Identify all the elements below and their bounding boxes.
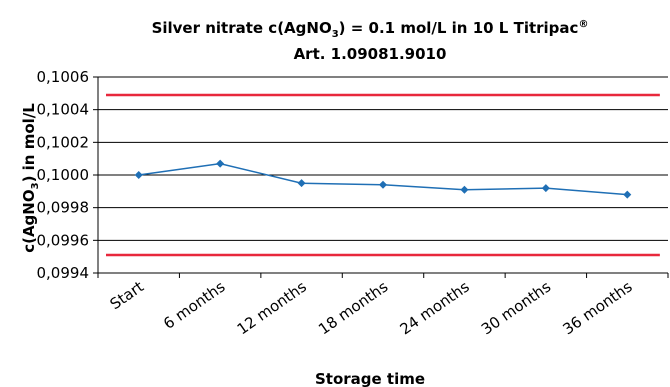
y-tick-label: 0,0996	[37, 231, 90, 249]
y-tick-label: 0,0994	[37, 264, 90, 282]
data-point	[379, 180, 387, 189]
series-line	[138, 162, 628, 196]
data-point	[460, 185, 469, 194]
y-tick-label: 0,1002	[37, 133, 90, 151]
x-tick-label: 12 months	[234, 277, 310, 338]
y-tick-label: 0,1004	[37, 101, 90, 119]
data-point	[623, 190, 632, 199]
x-tick-label: 18 months	[315, 277, 391, 338]
data-point	[297, 179, 306, 188]
x-tick-label: Start	[107, 277, 147, 313]
plot-area: 0,0994 0,0996 0,0998 0,1000 0,1002 0,1004 0,10…	[37, 68, 669, 338]
y-tick-label: 0,0998	[37, 199, 90, 217]
y-axis-title: c(AgNO3) in mol/L	[20, 103, 41, 253]
chart-title-line1: Silver nitrate c(AgNO3) = 0.1 mol/L in 1…	[152, 19, 589, 40]
data-point	[134, 171, 143, 179]
x-axis-title: Storage time	[315, 370, 425, 387]
x-tick-label: 24 months	[397, 277, 473, 338]
x-tick-label: 36 months	[559, 277, 635, 338]
y-tick-label: 0,1006	[37, 68, 90, 86]
y-tick-label: 0,1000	[37, 166, 90, 184]
data-point	[216, 159, 225, 168]
data-point	[541, 184, 550, 193]
chart-title-line2: Art. 1.09081.9010	[294, 45, 447, 63]
x-tick-label: 6 months	[160, 277, 228, 332]
x-tick-label: 30 months	[478, 277, 554, 338]
